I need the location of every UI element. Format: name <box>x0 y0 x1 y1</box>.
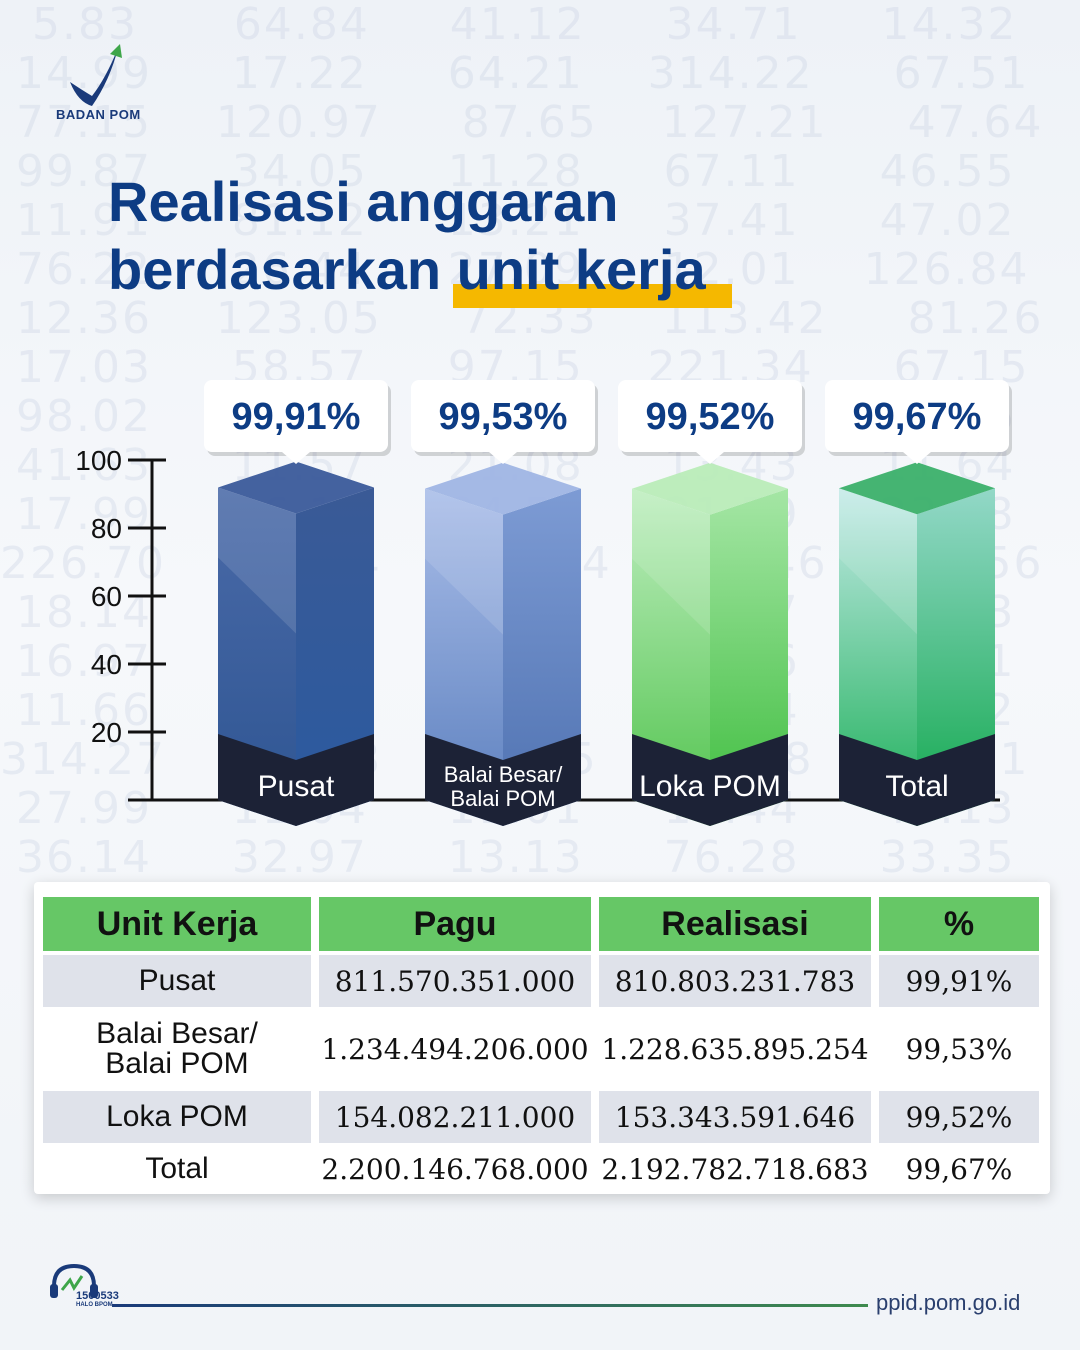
cell-unit: Balai Besar/ Balai POM <box>96 1017 258 1080</box>
bar-label-base <box>632 734 788 826</box>
bar-category-label: Loka POM <box>639 770 781 803</box>
y-tick-label: 100 <box>75 445 122 476</box>
bar-chart: 20 40 60 80 100 Pusat 99,91% Balai Besar/Balai… <box>75 380 1012 826</box>
hotline-number: 1500533 <box>76 1290 119 1302</box>
cell-realisasi: 153.343.591.646 <box>599 1091 871 1143</box>
bars-group: Pusat 99,91% Balai Besar/Balai POM 99,53% Lo… <box>204 380 1012 826</box>
table-row: Balai Besar/ Balai POM 1.234.494.206.000… <box>43 1011 1039 1087</box>
headset-icon <box>50 1263 98 1298</box>
bar-label-base <box>839 734 995 826</box>
cell-unit: Pusat <box>43 955 311 1007</box>
cell-realisasi: 810.803.231.783 <box>599 955 871 1007</box>
value-callout-pointer <box>489 452 517 464</box>
bar-category-label: Pusat <box>258 770 335 803</box>
cell-pagu: 2.200.146.768.000 <box>321 1152 589 1186</box>
bar-top-face <box>218 461 374 514</box>
title-highlight: unit kerja <box>452 236 732 308</box>
table-row: Total 2.200.146.768.000 2.192.782.718.68… <box>43 1147 1039 1191</box>
table-row: Loka POM 154.082.211.000 153.343.591.646… <box>43 1091 1039 1143</box>
y-tick-label: 60 <box>91 581 122 612</box>
cell-unit: Total <box>145 1152 209 1185</box>
bar-category-label: Total <box>885 770 948 803</box>
header-percent: % <box>879 897 1039 951</box>
cell-pagu: 1.234.494.206.000 <box>321 1032 589 1066</box>
budget-table: Unit Kerja Pagu Realisasi % Pusat 811.57… <box>35 893 1047 1195</box>
bar-2: Loka POM 99,52% <box>618 380 805 826</box>
table-row: Pusat 811.570.351.000 810.803.231.783 99… <box>43 955 1039 1007</box>
value-callout-box <box>618 380 802 452</box>
value-callout-pointer <box>696 452 724 464</box>
header-realisasi: Realisasi <box>599 897 871 951</box>
cell-pagu: 811.570.351.000 <box>319 955 591 1007</box>
value-callout-pointer <box>903 452 931 464</box>
table-header-row: Unit Kerja Pagu Realisasi % <box>43 897 1039 951</box>
cell-percent: 99,53% <box>905 1032 1013 1066</box>
bar-top-face <box>839 462 995 515</box>
bar-value-label: 99,67% <box>853 396 982 438</box>
value-callout-box <box>411 380 595 452</box>
cell-percent: 99,91% <box>879 955 1039 1007</box>
header-pagu: Pagu <box>319 897 591 951</box>
footer-url: ppid.pom.go.id <box>876 1290 1021 1315</box>
bar-category-label: Balai Besar/ <box>444 762 564 787</box>
bar-value-label: 99,91% <box>232 396 361 438</box>
bar-category-label: Balai POM <box>450 786 555 811</box>
y-tick-label: 20 <box>91 717 122 748</box>
header-unit-kerja: Unit Kerja <box>43 897 311 951</box>
y-tick-label: 80 <box>91 513 122 544</box>
badan-pom-logo <box>70 44 122 106</box>
bar-value-label: 99,53% <box>439 396 568 438</box>
bar-highlight <box>218 487 296 634</box>
bar-highlight <box>839 488 917 635</box>
hotline-label: HALO BPOM <box>76 1302 113 1308</box>
bar-highlight <box>632 488 710 635</box>
bar-3: Total 99,67% <box>825 380 1012 826</box>
budget-table-card: Unit Kerja Pagu Realisasi % Pusat 811.57… <box>34 882 1050 1194</box>
y-tick-label: 40 <box>91 649 122 680</box>
cell-realisasi: 2.192.782.718.683 <box>601 1152 869 1186</box>
footer-divider <box>112 1304 868 1307</box>
cell-unit: Loka POM <box>43 1091 311 1143</box>
cell-percent: 99,52% <box>879 1091 1039 1143</box>
bar-label-base <box>218 734 374 826</box>
brand-name: BADAN POM <box>56 107 141 122</box>
title-line-1: Realisasi anggaran <box>108 170 619 233</box>
title-line-2-plain: berdasarkan <box>108 238 442 301</box>
bar-top-face <box>425 462 581 515</box>
bar-1: Balai Besar/Balai POM 99,53% <box>411 380 598 826</box>
cell-pagu: 154.082.211.000 <box>319 1091 591 1143</box>
bar-0: Pusat 99,91% <box>204 380 391 826</box>
value-callout-box <box>825 380 1009 452</box>
value-callout-box <box>204 380 388 452</box>
bar-highlight <box>425 488 503 635</box>
bar-label-base <box>425 734 581 826</box>
page-title: Realisasi anggaran berdasarkan unit kerj… <box>108 168 732 308</box>
bar-top-face <box>632 462 788 515</box>
bar-value-label: 99,52% <box>646 396 775 438</box>
title-line-2: berdasarkan unit kerja <box>108 236 732 308</box>
value-callout-pointer <box>282 452 310 464</box>
cell-percent: 99,67% <box>905 1152 1013 1186</box>
cell-realisasi: 1.228.635.895.254 <box>601 1032 869 1066</box>
